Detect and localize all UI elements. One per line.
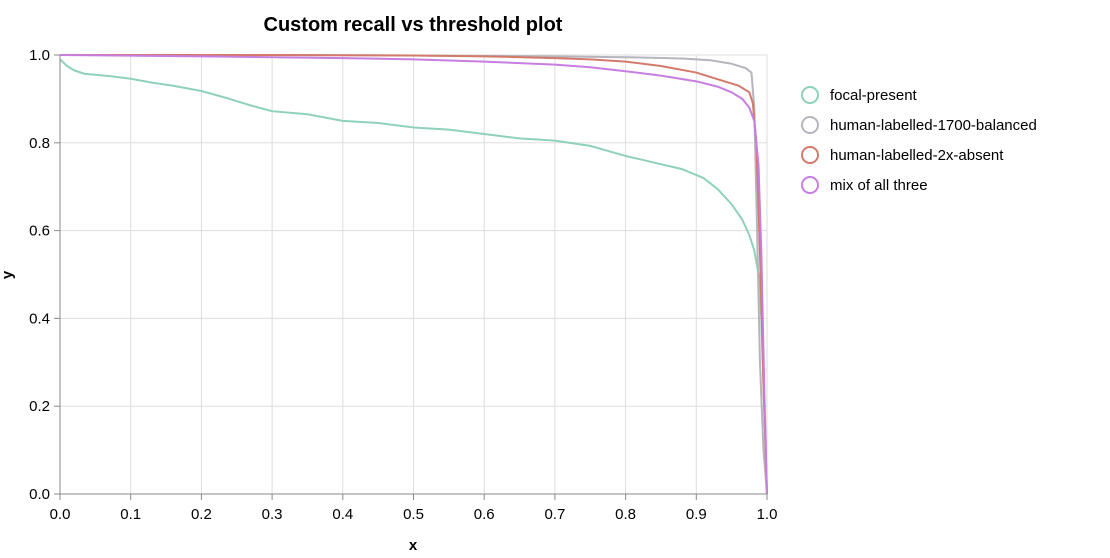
legend-symbol bbox=[801, 86, 819, 104]
x-tick-label: 0.4 bbox=[332, 506, 353, 523]
y-tick-label: 0.4 bbox=[29, 310, 50, 327]
legend-label: human-labelled-1700-balanced bbox=[830, 117, 1037, 134]
x-tick-label: 0.3 bbox=[262, 506, 283, 523]
series-line-1 bbox=[59, 58, 768, 495]
y-tick-label: 1.0 bbox=[29, 47, 50, 64]
x-axis-title: x bbox=[409, 537, 418, 554]
legend-label: focal-present bbox=[830, 87, 918, 104]
series-line-4 bbox=[59, 54, 768, 495]
x-tick-label: 0.5 bbox=[403, 506, 424, 523]
x-tick-label: 0.0 bbox=[50, 506, 71, 523]
x-tick-label: 0.8 bbox=[615, 506, 636, 523]
legend-label: mix of all three bbox=[830, 177, 928, 194]
x-tick-label: 0.6 bbox=[474, 506, 495, 523]
legend-symbol bbox=[801, 116, 819, 134]
y-axis-title: y bbox=[0, 270, 16, 279]
axes: 0.0 0.1 0.2 0.3 0.4 0.5 0.6 0.7 0.8 0.9 1.0 0.0 0.2 0… bbox=[29, 47, 777, 523]
plot-area bbox=[59, 54, 768, 495]
y-tick-label: 0.2 bbox=[29, 398, 50, 415]
x-tick-label: 1.0 bbox=[757, 506, 778, 523]
chart-title: Custom recall vs threshold plot bbox=[264, 14, 563, 36]
y-tick-label: 0.6 bbox=[29, 223, 50, 240]
y-tick-label: 0.0 bbox=[29, 486, 50, 503]
series-line-3 bbox=[60, 54, 768, 495]
legend-symbol bbox=[801, 176, 819, 194]
legend: focal-present human-labelled-1700-balance… bbox=[801, 86, 1037, 194]
x-tick-label: 0.2 bbox=[191, 506, 212, 523]
legend-symbol bbox=[801, 146, 819, 164]
grid bbox=[59, 54, 768, 495]
y-tick-label: 0.8 bbox=[29, 135, 50, 152]
x-tick-label: 0.9 bbox=[686, 506, 707, 523]
x-tick-label: 0.7 bbox=[544, 506, 565, 523]
legend-label: human-labelled-2x-absent bbox=[830, 147, 1004, 164]
x-tick-label: 0.1 bbox=[120, 506, 141, 523]
